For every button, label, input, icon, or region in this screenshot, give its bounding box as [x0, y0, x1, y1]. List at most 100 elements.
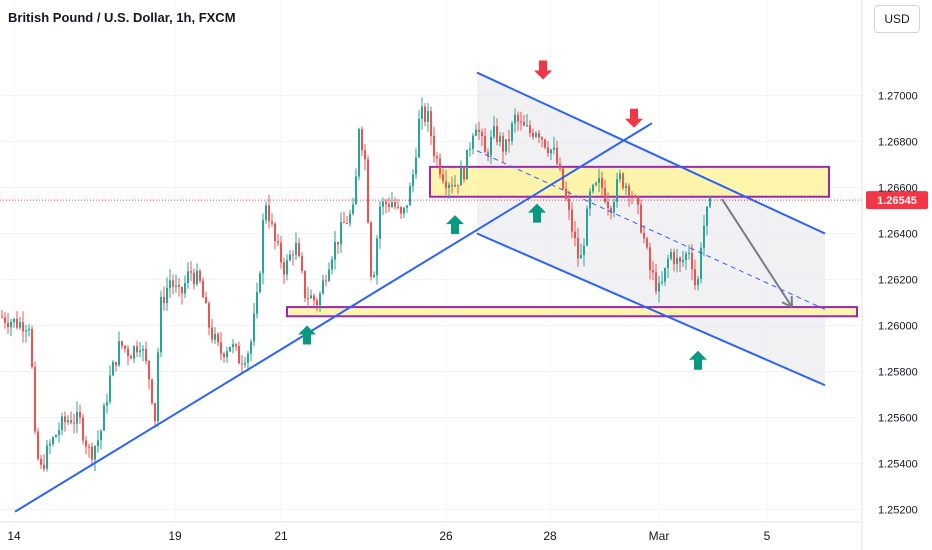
candle-body	[148, 361, 150, 380]
projection-arrow	[721, 198, 793, 308]
candle-body	[28, 328, 30, 331]
candle-body	[70, 420, 72, 423]
candle-body	[280, 242, 282, 263]
candle-body	[568, 198, 570, 210]
candle-body	[355, 176, 357, 205]
candle-body	[112, 361, 114, 376]
candle-body	[658, 283, 660, 292]
candle-body	[307, 298, 309, 300]
candle-body	[46, 445, 48, 469]
candle-body	[643, 232, 645, 239]
candle-body	[235, 344, 237, 347]
price-tick-label: 1.26200	[878, 275, 918, 287]
channel-fill	[477, 72, 825, 386]
candle-body	[181, 287, 183, 294]
candle-body	[610, 208, 612, 213]
candle-body	[88, 446, 90, 448]
time-tick-label: 26	[439, 529, 453, 543]
time-tick-label: 28	[543, 529, 557, 543]
candle-body	[142, 348, 144, 351]
price-tick-label: 1.25200	[878, 504, 918, 516]
candle-body	[607, 201, 609, 209]
price-tick-label: 1.26000	[878, 320, 918, 332]
candle-body	[244, 362, 246, 365]
candle-body	[250, 341, 252, 354]
candle-body	[283, 262, 285, 275]
candle-body	[514, 114, 516, 124]
candle-body	[499, 136, 501, 143]
candle-body	[475, 129, 477, 136]
candle-body	[466, 149, 468, 180]
candles	[1, 97, 711, 472]
candle-body	[496, 126, 498, 143]
candle-body	[670, 252, 672, 259]
candle-body	[289, 254, 291, 261]
candle-body	[421, 106, 423, 119]
time-tick-label: 5	[764, 529, 771, 543]
candle-body	[67, 420, 69, 423]
candle-body	[349, 213, 351, 224]
candle-body	[577, 238, 579, 259]
candle-body	[295, 243, 297, 255]
candle-body	[361, 129, 363, 151]
candle-body	[193, 272, 195, 285]
candle-body	[472, 135, 474, 149]
candle-body	[505, 139, 507, 152]
candle-body	[337, 241, 339, 245]
buy-arrow-icon	[528, 203, 546, 223]
chart-title: British Pound / U.S. Dollar, 1h, FXCM	[8, 10, 236, 25]
candle-body	[661, 281, 663, 284]
candle-body	[121, 341, 123, 346]
candle-body	[598, 177, 600, 183]
candle-body	[565, 188, 567, 199]
channel-upper-line	[476, 71, 826, 235]
candle-body	[40, 458, 42, 465]
candle-body	[622, 173, 624, 189]
candle-body	[13, 318, 15, 323]
candle-body	[703, 225, 705, 248]
candle-body	[184, 283, 186, 294]
candle-body	[523, 121, 525, 126]
candle-body	[424, 106, 426, 122]
buy-arrow-icon	[689, 350, 707, 370]
candle-body	[382, 201, 384, 207]
candle-body	[490, 136, 492, 156]
candle-body	[451, 184, 453, 187]
candle-body	[325, 280, 327, 282]
candle-body	[520, 121, 522, 123]
price-tick-label: 1.26400	[878, 229, 918, 241]
candle-body	[358, 129, 360, 177]
candle-body	[52, 437, 54, 444]
candle-body	[160, 296, 162, 353]
candle-body	[16, 318, 18, 328]
candle-body	[139, 350, 141, 353]
candle-body	[403, 207, 405, 214]
candle-body	[676, 257, 678, 265]
candle-body	[34, 366, 36, 432]
candle-body	[571, 209, 573, 232]
currency-button[interactable]: USD	[874, 5, 920, 33]
sell-arrow-icon	[625, 108, 643, 128]
candle-body	[517, 114, 519, 122]
candle-body	[412, 174, 414, 187]
support-zone	[286, 306, 858, 318]
price-axis: 1.27000 1.26800 1.26600 1.26400 1.26200 1.260…	[861, 0, 918, 550]
candle-body	[229, 346, 231, 352]
channel-mid-line	[476, 150, 826, 310]
candle-body	[94, 446, 96, 460]
candle-body	[187, 271, 189, 284]
time-tick-label: Mar	[649, 529, 670, 543]
candle-body	[154, 403, 156, 422]
candle-body	[379, 206, 381, 239]
candle-body	[691, 252, 693, 270]
candle-body	[406, 205, 408, 208]
candle-body	[454, 184, 456, 187]
candle-body	[445, 181, 447, 188]
candle-body	[631, 195, 633, 197]
candle-body	[262, 220, 264, 274]
price-tick-label: 1.27000	[878, 91, 918, 103]
candle-body	[85, 440, 87, 447]
candle-body	[391, 202, 393, 207]
candle-body	[625, 185, 627, 189]
